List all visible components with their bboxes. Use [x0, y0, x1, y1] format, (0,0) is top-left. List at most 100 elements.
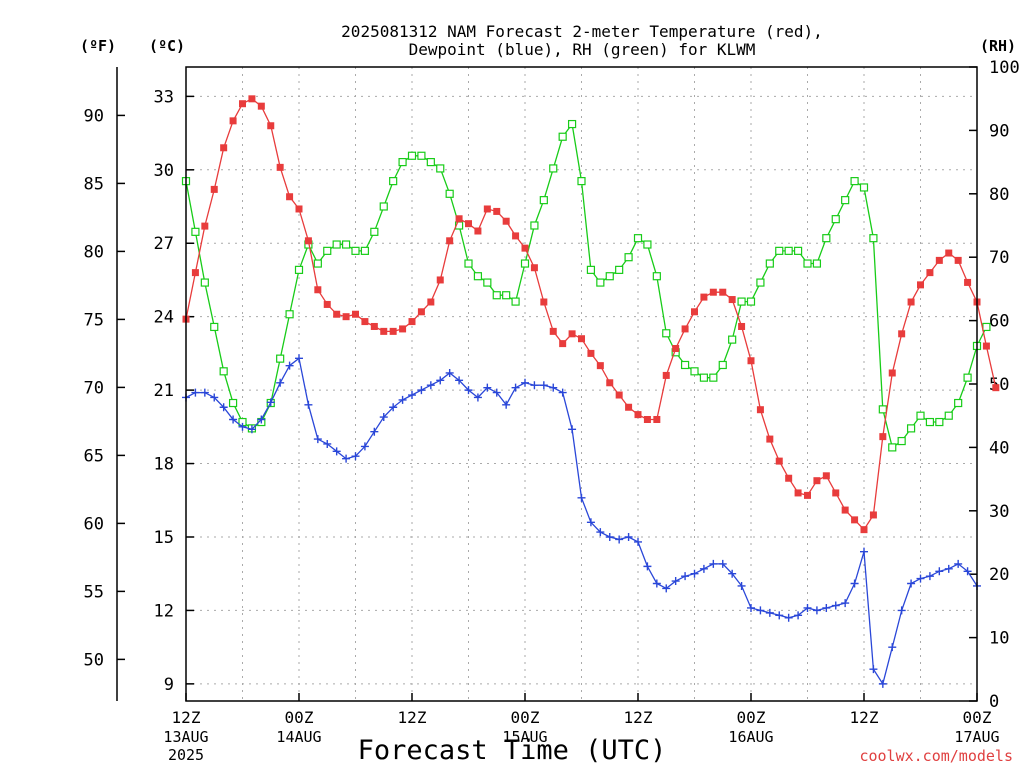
- rh-series: [181, 119, 991, 452]
- temperature-point-71: [851, 516, 859, 524]
- temperature-point-23: [399, 325, 407, 333]
- dewpoint-point-24: [408, 391, 416, 400]
- dewpoint-point-63: [775, 611, 784, 620]
- temperature-point-78: [917, 281, 924, 289]
- temperature-point-79: [926, 269, 934, 277]
- celsius-tick-label-30: 30: [154, 161, 174, 181]
- dewpoint-point-28: [445, 368, 454, 377]
- temperature-point-26: [427, 298, 435, 306]
- rh-point-56: [709, 373, 718, 382]
- dewpoint-point-43: [586, 518, 595, 527]
- celsius-tick-label-24: 24: [154, 308, 174, 328]
- dewpoint-point-16: [332, 447, 341, 456]
- dewpoint-point-5: [229, 415, 238, 424]
- temperature-point-44: [596, 362, 604, 370]
- dewpoint-point-52: [671, 577, 680, 586]
- rh-point-28: [445, 189, 454, 198]
- rh-point-15: [323, 246, 332, 255]
- dewpoint-point-10: [276, 378, 285, 387]
- dewpoint-point-23: [398, 395, 407, 404]
- rh-point-62: [765, 259, 774, 268]
- dewpoint-point-55: [699, 564, 708, 573]
- dewpoint-point-8: [257, 415, 266, 424]
- x-tick-label-84: 00Z: [963, 708, 992, 727]
- dewpoint-point-75: [888, 643, 897, 652]
- rh-point-42: [577, 177, 586, 186]
- dewpoint-point-32: [483, 383, 492, 392]
- temperature-point-73: [869, 511, 877, 519]
- rh-point-16: [332, 240, 341, 249]
- dewpoint-point-69: [831, 601, 840, 610]
- dewpoint-point-18: [351, 452, 360, 461]
- temperature-point-25: [417, 308, 425, 316]
- plot-frame: [185, 66, 978, 702]
- x-tick-label-36: 00Z: [511, 708, 540, 727]
- fahrenheit-tick-label-70: 70: [84, 378, 104, 398]
- rh-point-44: [596, 278, 605, 287]
- rh-point-3: [210, 322, 219, 332]
- dewpoint-point-65: [794, 611, 803, 620]
- dewpoint-point-20: [370, 427, 379, 436]
- dewpoint-point-49: [643, 562, 652, 571]
- rh-point-40: [558, 132, 567, 141]
- dewpoint-point-74: [878, 679, 887, 688]
- rh-point-24: [407, 151, 417, 160]
- dewpoint-point-31: [473, 393, 482, 402]
- temperature-point-40: [559, 340, 567, 348]
- x-tick-label-48: 12Z: [624, 708, 653, 727]
- rh-point-46: [615, 265, 624, 274]
- rh-point-68: [822, 234, 831, 243]
- dewpoint-point-81: [944, 564, 953, 573]
- temperature-point-24: [408, 318, 416, 326]
- temperature-point-21: [380, 327, 388, 335]
- temperature-line: [185, 98, 997, 531]
- x-tick-date-12: 14AUG: [276, 728, 321, 746]
- temperature-point-1: [191, 269, 199, 277]
- dewpoint-point-64: [784, 613, 793, 622]
- dewpoint-point-38: [539, 381, 548, 390]
- rh-point-75: [888, 443, 897, 452]
- celsius-unit-label: (ºC): [149, 37, 185, 55]
- temperature-point-22: [389, 327, 397, 335]
- temperature-point-67: [813, 477, 821, 485]
- rh-point-26: [426, 158, 435, 167]
- rh-point-55: [699, 373, 709, 382]
- fahrenheit-tick-label-55: 55: [84, 582, 104, 602]
- dewpoint-point-39: [549, 383, 558, 392]
- temperature-point-53: [681, 325, 689, 333]
- celsius-tick-label-21: 21: [154, 381, 174, 401]
- rh-point-78: [916, 411, 925, 420]
- rh-point-70: [841, 196, 850, 205]
- temperature-point-9: [267, 122, 275, 130]
- rh-point-49: [643, 240, 652, 249]
- fahrenheit-tick-label-80: 80: [84, 242, 104, 262]
- dewpoint-point-82: [954, 559, 963, 568]
- x-tick-label-60: 00Z: [737, 708, 766, 727]
- temperature-point-45: [606, 379, 614, 387]
- temperature-point-37: [530, 264, 538, 272]
- rh-point-85: [982, 322, 991, 332]
- temperature-point-43: [587, 349, 595, 357]
- temperature-point-41: [568, 330, 576, 338]
- rh-point-63: [775, 246, 784, 255]
- rh-point-54: [690, 367, 699, 376]
- rh-point-37: [530, 221, 539, 230]
- temperature-point-17: [342, 313, 350, 321]
- x-axis-title: Forecast Time (UTC): [358, 735, 667, 766]
- dewpoint-point-45: [605, 532, 614, 541]
- temperature-point-35: [512, 232, 520, 240]
- x-tick-label-0: 12Z: [172, 708, 201, 727]
- x-tick-date-84: 17AUG: [954, 728, 999, 746]
- rh-point-32: [483, 278, 492, 287]
- temperature-point-83: [964, 278, 972, 286]
- rh-point-77: [906, 424, 916, 433]
- rh-point-43: [586, 265, 596, 274]
- temperature-point-46: [615, 391, 623, 399]
- temperature-point-64: [785, 474, 793, 482]
- temperature-point-52: [672, 345, 680, 353]
- rh-point-20: [370, 227, 379, 236]
- dewpoint-point-7: [247, 425, 256, 434]
- dewpoint-point-17: [342, 454, 351, 463]
- rh-point-23: [398, 158, 407, 167]
- dewpoint-point-9: [266, 398, 275, 407]
